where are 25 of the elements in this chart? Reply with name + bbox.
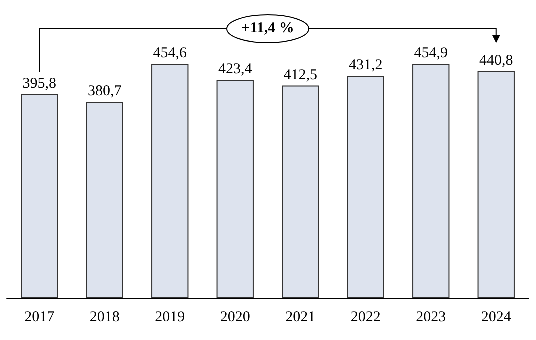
x-tick-label: 2019 — [155, 310, 186, 326]
x-tick-label: 2023 — [416, 310, 446, 326]
bar — [86, 102, 124, 298]
data-label: 454,6 — [153, 46, 188, 62]
bar — [216, 80, 254, 298]
bar — [282, 86, 320, 298]
data-label: 412,5 — [284, 67, 318, 84]
bar — [478, 71, 515, 298]
data-label: 431,2 — [349, 58, 383, 74]
x-tick-label: 2020 — [220, 310, 250, 326]
x-tick-label: 2022 — [350, 310, 381, 326]
bar — [347, 76, 384, 298]
x-tick-label: 2017 — [24, 310, 56, 326]
text: +11,4 % — [242, 20, 294, 38]
bar — [412, 64, 450, 298]
x-tick-label: 2024 — [481, 310, 512, 326]
data-label: 380,7 — [88, 84, 122, 100]
bar — [21, 94, 58, 298]
data-label: 454,9 — [414, 46, 448, 62]
data-label: 423,4 — [218, 62, 253, 78]
data-label: 395,8 — [22, 76, 56, 92]
x-tick-label: 2018 — [90, 310, 120, 326]
x-tick-label: 2021 — [286, 310, 316, 326]
data-label: 440,8 — [480, 52, 514, 69]
bar — [152, 64, 189, 298]
